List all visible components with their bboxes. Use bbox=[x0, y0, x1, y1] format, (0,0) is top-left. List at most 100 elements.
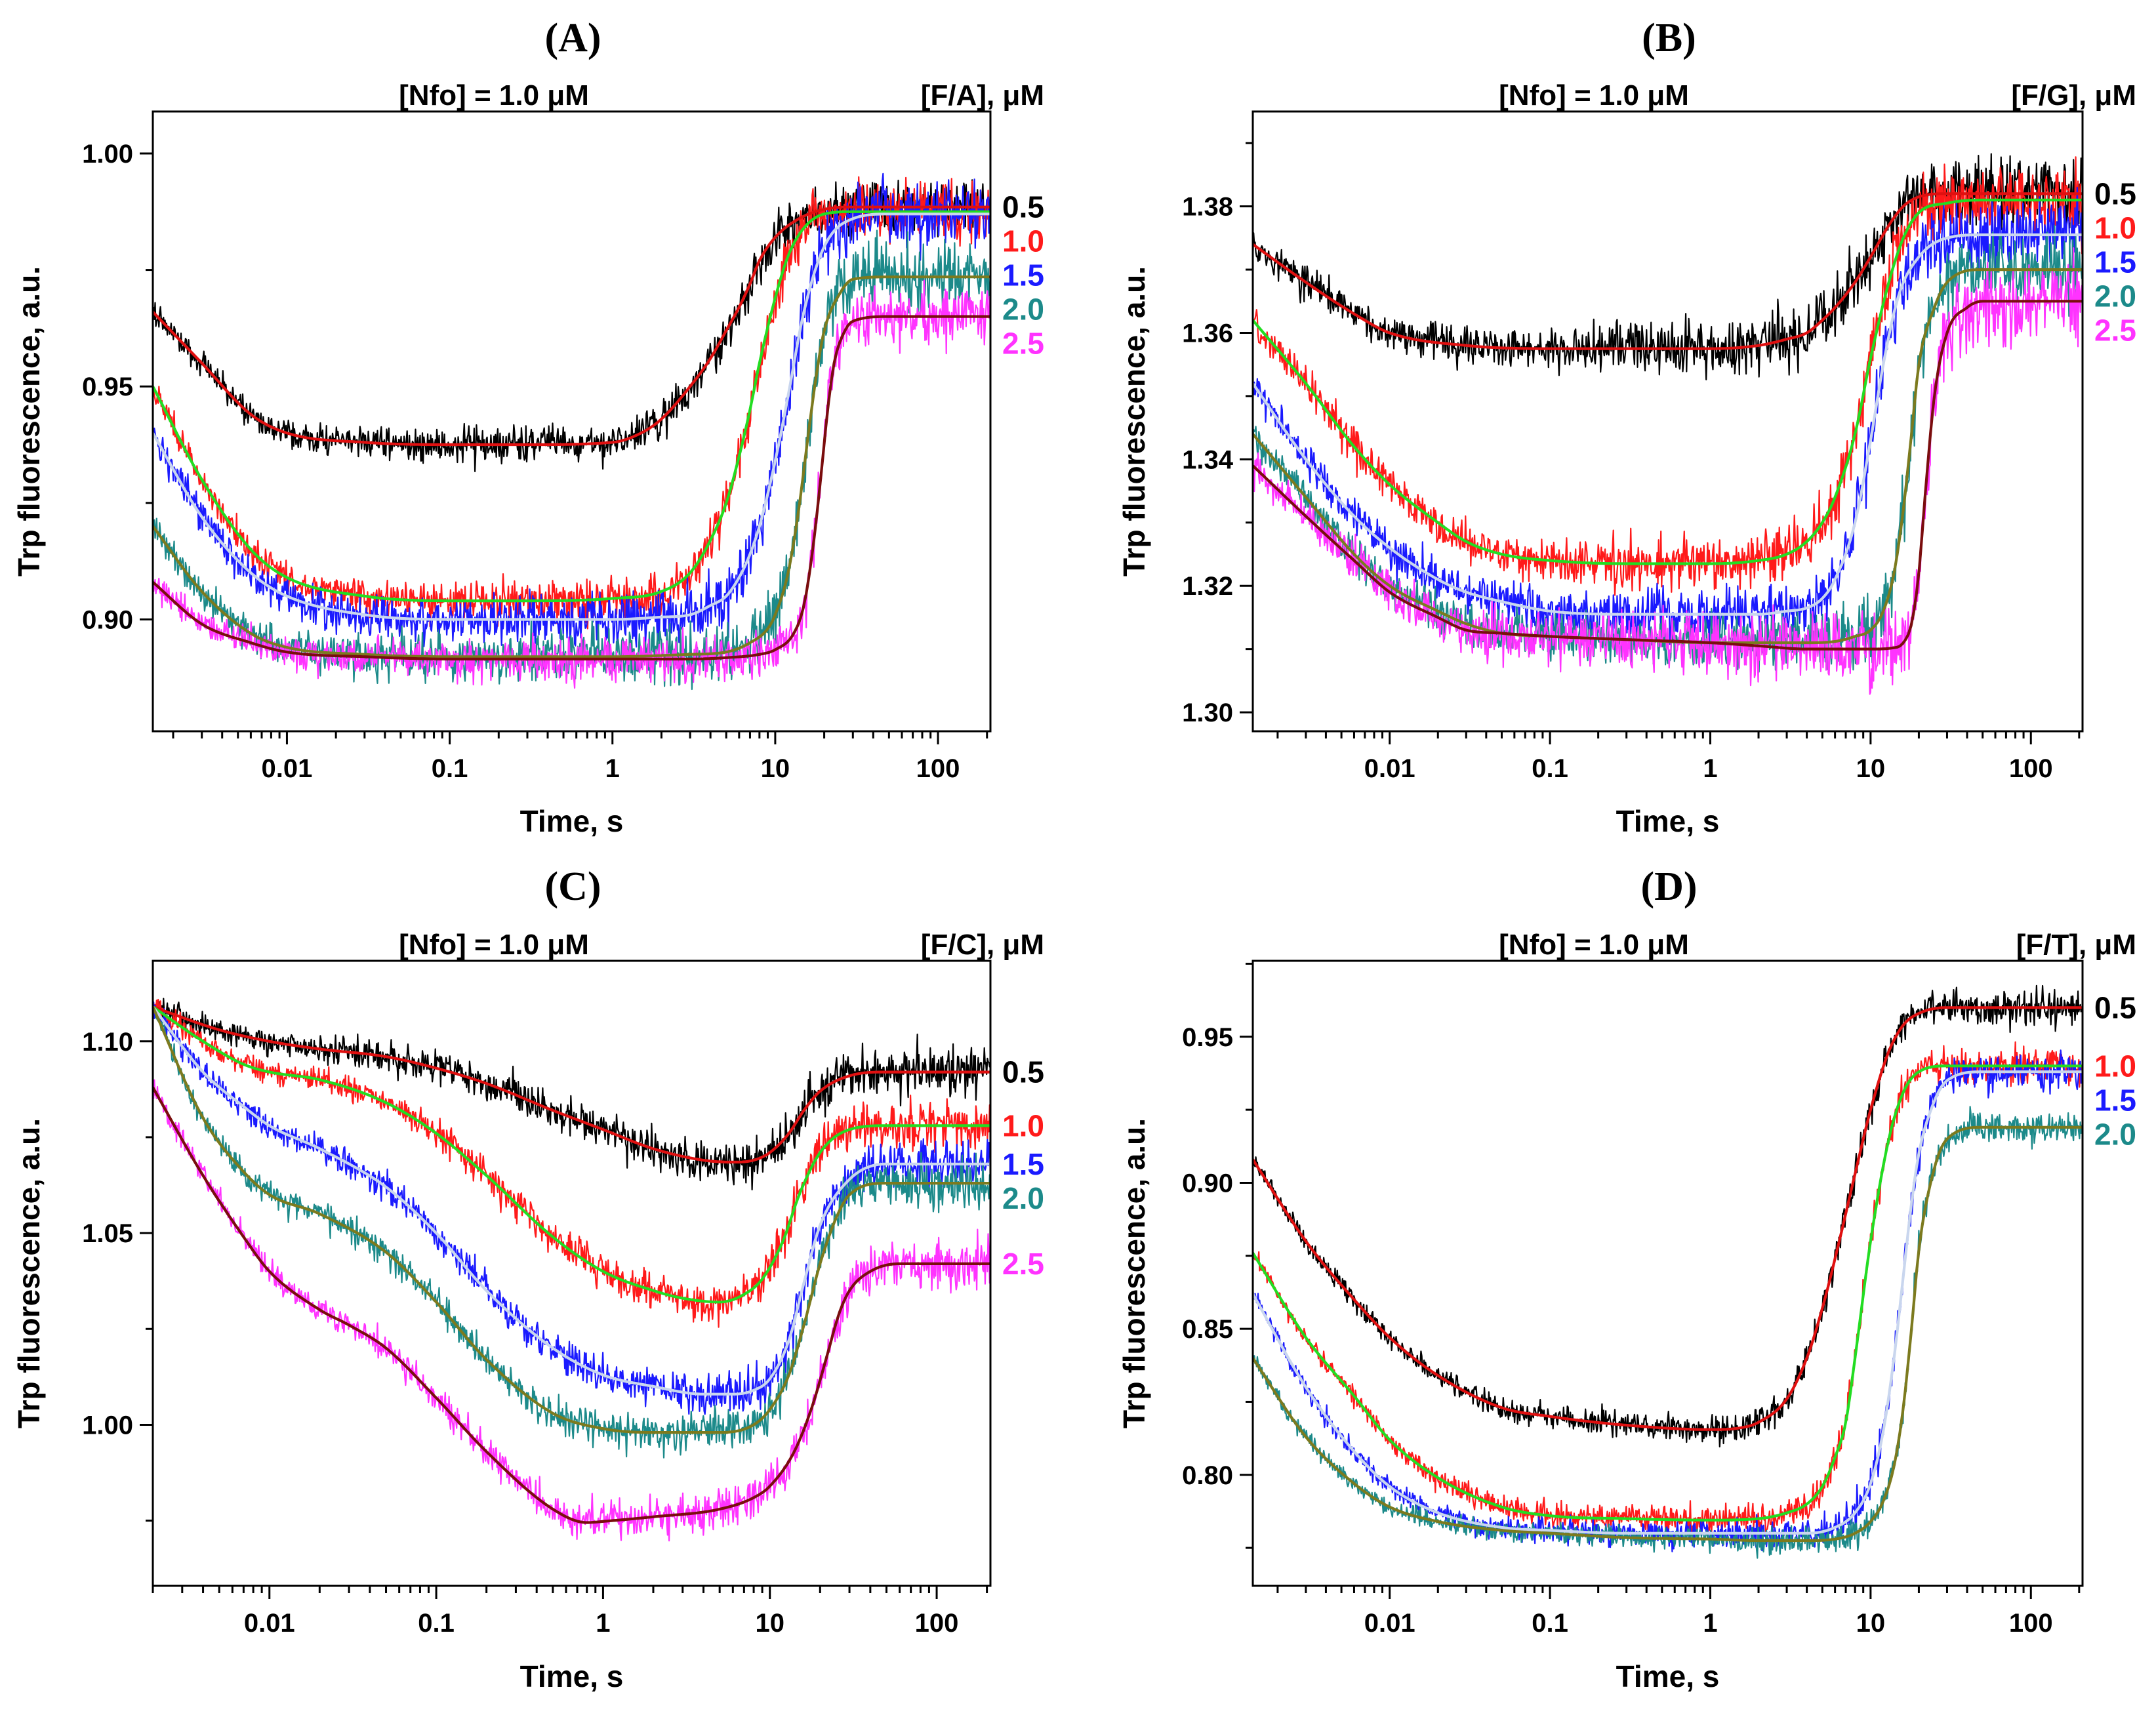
chart-title: [Nfo] = 1.0 μM bbox=[399, 79, 589, 111]
y-tick-label: 0.95 bbox=[1182, 1023, 1233, 1052]
trace-layer bbox=[1253, 153, 2083, 695]
y-tick-label: 1.38 bbox=[1182, 193, 1233, 222]
fit-curve-2-5 bbox=[1253, 300, 2083, 651]
trace-layer bbox=[1253, 984, 2083, 1559]
fit-curve-0-5 bbox=[1253, 192, 2083, 350]
legend-entry-2-5: 2.5 bbox=[2094, 313, 2136, 347]
y-tick-label: 1.05 bbox=[82, 1219, 133, 1248]
legend-title: [F/A], μM bbox=[921, 79, 1044, 111]
x-tick-label: 0.01 bbox=[1364, 1609, 1415, 1638]
y-tick-label: 0.90 bbox=[1182, 1169, 1233, 1198]
legend-entry-0-5: 0.5 bbox=[2094, 176, 2136, 211]
trace-layer bbox=[153, 998, 990, 1542]
x-tick-label: 10 bbox=[1856, 1609, 1886, 1638]
chart-panel-d: (D) [Nfo] = 1.0 μM [F/T], μM 0.01 0.1 1 10 100 0… bbox=[1117, 864, 2136, 1693]
plot-frame bbox=[1251, 960, 2084, 1587]
x-tick-label: 0.01 bbox=[262, 754, 313, 783]
x-tick-label: 0.1 bbox=[1532, 1609, 1568, 1638]
legend-title: [F/T], μM bbox=[2016, 929, 2136, 961]
fit-curve-1-5 bbox=[153, 212, 990, 621]
fit-curve-2-5 bbox=[153, 315, 990, 660]
legend-entry-2-0: 2.0 bbox=[1002, 1181, 1044, 1215]
chart-panel-b: (B) [Nfo] = 1.0 μM [F/G], μM 0.01 0.1 1 10 100 1… bbox=[1117, 16, 2136, 838]
y-tick-label: 1.00 bbox=[82, 140, 133, 169]
legend-entry-1-0: 1.0 bbox=[1002, 1108, 1044, 1142]
legend-entry-0-5: 0.5 bbox=[2094, 990, 2136, 1024]
legend-entry-2-0: 2.0 bbox=[2094, 279, 2136, 313]
y-tick-label: 1.00 bbox=[82, 1411, 133, 1440]
trace-layer bbox=[153, 172, 990, 691]
legend-title: [F/G], μM bbox=[2011, 79, 2136, 111]
y-tick-label: 0.95 bbox=[82, 373, 133, 401]
chart-title: [Nfo] = 1.0 μM bbox=[399, 929, 589, 961]
chart-panel-c: (C) [Nfo] = 1.0 μM [F/C], μM 0.01 0.1 1 10 100 1… bbox=[12, 864, 1044, 1693]
y-axis-label: Trp fluorescence, a.u. bbox=[12, 266, 46, 576]
fit-curve-0-5 bbox=[1253, 1006, 2083, 1431]
chart-panel-a: (A) [Nfo] = 1.0 μM [F/A], μM 0.01 0.1 1 10 100 0… bbox=[12, 16, 1044, 838]
data-trace-1-5 bbox=[153, 1000, 990, 1415]
y-axis-label: Trp fluorescence, a.u. bbox=[1117, 266, 1151, 576]
legend-entry-0-5: 0.5 bbox=[1002, 190, 1044, 224]
x-axis-label: Time, s bbox=[1616, 1659, 1720, 1693]
x-tick-label: 0.1 bbox=[432, 754, 468, 783]
fit-curve-2-0 bbox=[153, 1006, 990, 1434]
fit-curve-1-0 bbox=[153, 210, 990, 603]
plot-frame bbox=[152, 110, 992, 733]
panel-label-b: (B) bbox=[1642, 16, 1696, 60]
x-tick-label: 1 bbox=[596, 1609, 610, 1638]
fit-curve-1-5 bbox=[1253, 1070, 2083, 1535]
fit-curve-2-0 bbox=[1253, 1125, 2083, 1543]
x-tick-label: 100 bbox=[915, 1609, 959, 1638]
y-tick-label: 1.10 bbox=[82, 1028, 133, 1057]
data-trace-2-0 bbox=[1253, 1106, 2083, 1559]
legend-entry-2-5: 2.5 bbox=[1002, 1247, 1044, 1281]
data-trace-1-0 bbox=[1253, 156, 2083, 596]
legend-entry-1-0: 1.0 bbox=[1002, 224, 1044, 258]
chart-title: [Nfo] = 1.0 μM bbox=[1499, 79, 1689, 111]
plot-frame bbox=[152, 960, 992, 1587]
y-tick-label: 1.30 bbox=[1182, 698, 1233, 727]
fit-curve-2-0 bbox=[153, 275, 990, 658]
plot-frame bbox=[1251, 110, 2084, 733]
legend-entry-1-5: 1.5 bbox=[1002, 258, 1044, 293]
x-axis-label: Time, s bbox=[520, 804, 624, 838]
x-tick-label: 1 bbox=[605, 754, 620, 783]
legend-entry-1-5: 1.5 bbox=[1002, 1147, 1044, 1181]
legend-entry-1-0: 1.0 bbox=[2094, 1049, 2136, 1083]
fit-curve-1-0 bbox=[1253, 198, 2083, 565]
x-tick-label: 1 bbox=[1703, 754, 1717, 783]
legend-entry-2-5: 2.5 bbox=[1002, 327, 1044, 361]
x-tick-label: 100 bbox=[2009, 754, 2053, 783]
fit-curve-0-5 bbox=[153, 205, 990, 447]
fit-curve-2-5 bbox=[153, 1086, 990, 1524]
panel-label-a: (A) bbox=[544, 16, 601, 60]
x-tick-label: 0.1 bbox=[1532, 754, 1568, 783]
panel-label-d: (D) bbox=[1640, 864, 1697, 909]
x-tick-label: 0.1 bbox=[418, 1609, 455, 1638]
y-tick-label: 1.32 bbox=[1182, 572, 1233, 601]
fit-curve-0-5 bbox=[153, 1005, 990, 1163]
y-tick-label: 1.34 bbox=[1182, 445, 1234, 474]
x-tick-label: 1 bbox=[1703, 1609, 1717, 1638]
data-trace-0-5 bbox=[153, 998, 990, 1191]
x-tick-label: 10 bbox=[1856, 754, 1886, 783]
legend-entry-1-5: 1.5 bbox=[2094, 245, 2136, 279]
legend-entry-1-0: 1.0 bbox=[2094, 211, 2136, 245]
y-tick-label: 0.90 bbox=[82, 605, 133, 634]
panel-label-c: (C) bbox=[544, 864, 601, 909]
x-tick-label: 10 bbox=[761, 754, 790, 783]
legend-entry-1-5: 1.5 bbox=[2094, 1083, 2136, 1117]
y-tick-label: 1.36 bbox=[1182, 319, 1233, 348]
y-tick-label: 0.85 bbox=[1182, 1315, 1233, 1344]
data-trace-1-5 bbox=[1253, 186, 2083, 645]
x-tick-label: 100 bbox=[2009, 1609, 2053, 1638]
y-tick-label: 0.80 bbox=[1182, 1461, 1233, 1490]
legend-title: [F/C], μM bbox=[921, 929, 1044, 961]
x-tick-label: 10 bbox=[755, 1609, 784, 1638]
fit-curve-1-0 bbox=[153, 1005, 990, 1304]
y-axis-label: Trp fluorescence, a.u. bbox=[12, 1118, 46, 1428]
x-axis-label: Time, s bbox=[520, 1659, 624, 1693]
y-axis-label: Trp fluorescence, a.u. bbox=[1117, 1118, 1151, 1428]
